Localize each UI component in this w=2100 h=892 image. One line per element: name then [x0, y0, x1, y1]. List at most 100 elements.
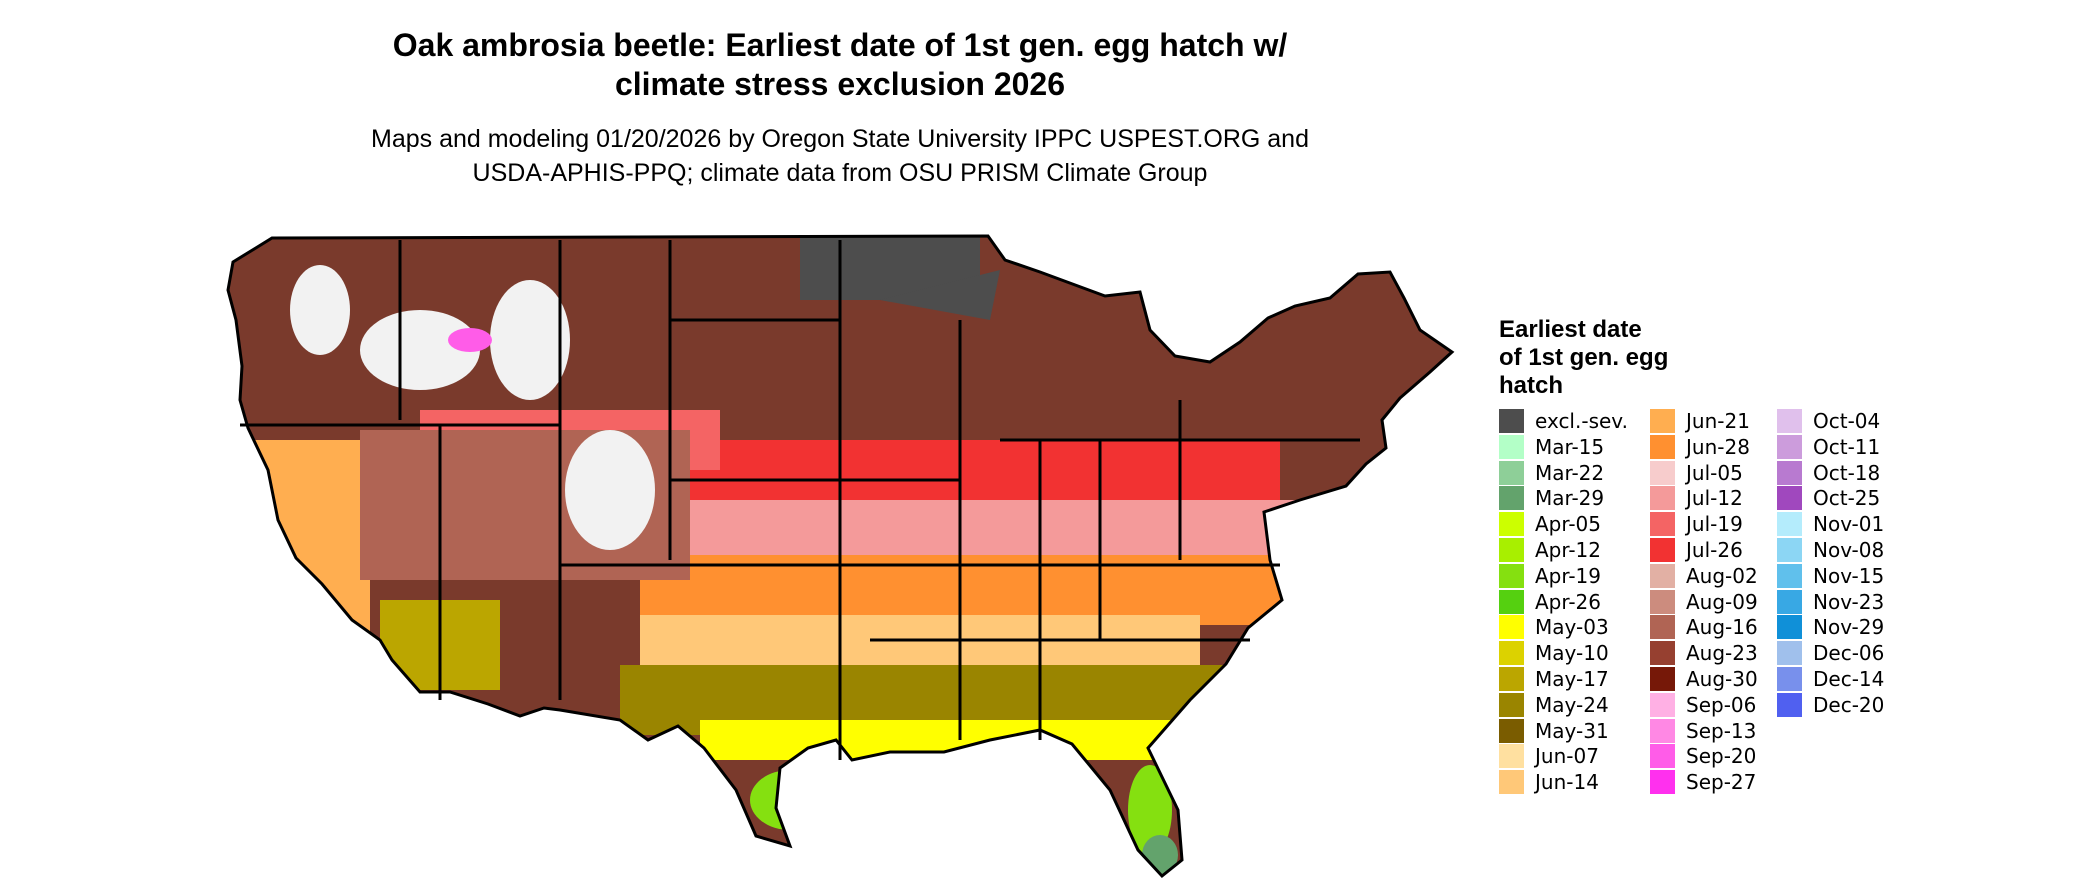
legend-swatch: [1777, 512, 1802, 537]
legend-label: Sep-20: [1686, 744, 1757, 769]
legend-label: Nov-29: [1813, 615, 1885, 640]
legend-swatch: [1499, 434, 1524, 459]
legend-label: Jun-14: [1535, 770, 1599, 795]
region-florida-green: [1128, 765, 1172, 855]
legend-swatch: [1499, 537, 1524, 562]
legend-swatch: [1499, 641, 1524, 666]
legend-label: Dec-06: [1813, 641, 1885, 666]
legend-swatch: [1499, 718, 1524, 743]
legend-label: May-24: [1535, 692, 1609, 717]
legend-label: Jul-12: [1686, 486, 1743, 511]
region-mountain-snow-3: [565, 430, 655, 550]
legend-title: Earliest date of 1st gen. egg hatch: [1499, 316, 1729, 400]
legend-swatch: [1650, 692, 1675, 717]
legend-swatch: [1499, 744, 1524, 769]
legend-label: Apr-26: [1535, 589, 1601, 614]
region-mountain-snow-2: [490, 280, 570, 400]
legend-swatch: [1650, 563, 1675, 588]
legend-label: Jun-28: [1686, 434, 1750, 459]
legend-swatch: [1499, 770, 1524, 795]
legend-label: May-17: [1535, 666, 1609, 691]
legend-label: Sep-13: [1686, 718, 1757, 743]
legend-label: Jul-05: [1686, 460, 1743, 485]
legend-label: Jul-26: [1686, 537, 1743, 562]
legend-label: Aug-16: [1686, 615, 1758, 640]
legend-label: Apr-05: [1535, 512, 1601, 537]
legend-swatch: [1499, 409, 1524, 433]
region-texas-green: [750, 770, 830, 830]
legend-label: Apr-12: [1535, 537, 1601, 562]
legend-swatch: [1777, 434, 1802, 459]
legend-swatch: [1499, 563, 1524, 588]
legend-swatch: [1650, 641, 1675, 666]
region-excluded-north-tail: [880, 270, 1000, 320]
legend-label: Apr-19: [1535, 563, 1601, 588]
legend-label: May-03: [1535, 615, 1609, 640]
legend-label: excl.-sev.: [1535, 409, 1628, 433]
region-band-jul-light: [640, 500, 1300, 560]
subtitle-line-1: Maps and modeling 01/20/2026 by Oregon S…: [371, 125, 1309, 153]
legend-label: Sep-06: [1686, 692, 1757, 717]
legend-label: Nov-01: [1813, 512, 1885, 537]
legend-label: Mar-15: [1535, 434, 1605, 459]
legend-label: Oct-25: [1813, 486, 1881, 511]
legend-label: Nov-08: [1813, 537, 1885, 562]
legend-label: Oct-18: [1813, 460, 1881, 485]
legend-swatch: [1777, 589, 1802, 614]
legend-swatch: [1777, 537, 1802, 562]
region-band-may-early: [700, 720, 1200, 760]
subtitle-line-2: USDA-APHIS-PPQ; climate data from OSU PR…: [472, 159, 1208, 187]
legend-swatch: [1650, 512, 1675, 537]
legend-label: Nov-23: [1813, 589, 1885, 614]
legend-label: Nov-15: [1813, 563, 1885, 588]
state-borders: [226, 234, 1454, 878]
legend-label: Aug-30: [1686, 666, 1758, 691]
legend-label: Mar-22: [1535, 460, 1605, 485]
legend-swatch: [1777, 563, 1802, 588]
legend-swatch: [1650, 615, 1675, 640]
legend-label: Aug-09: [1686, 589, 1758, 614]
legend-swatch: [1499, 666, 1524, 691]
map-title: Oak ambrosia beetle: Earliest date of 1s…: [170, 26, 1510, 104]
legend-label: Oct-04: [1813, 409, 1881, 433]
legend-swatch: [1499, 460, 1524, 485]
title-line-1: Oak ambrosia beetle: Earliest date of 1s…: [392, 27, 1288, 63]
legend-label: Oct-11: [1813, 434, 1881, 459]
region-mountain-snow-1: [360, 310, 480, 390]
legend-swatch: [1499, 692, 1524, 717]
legend-label: Jul-19: [1686, 512, 1743, 537]
legend-swatch: [1650, 409, 1675, 433]
legend-label: Dec-20: [1813, 692, 1885, 717]
legend-label: Jun-21: [1686, 409, 1750, 433]
legend-swatch: [1777, 486, 1802, 511]
legend-swatch: [1777, 409, 1802, 433]
legend-swatch: [1499, 589, 1524, 614]
legend-swatch: [1650, 744, 1675, 769]
legend-label: Sep-27: [1686, 770, 1757, 795]
legend-swatch: [1777, 692, 1802, 717]
region-band-jun: [640, 555, 1320, 625]
legend-swatch: [1499, 512, 1524, 537]
legend-title-line-3: hatch: [1499, 372, 1564, 399]
legend-swatch: [1650, 460, 1675, 485]
legend-swatch: [1499, 615, 1524, 640]
legend-swatch: [1650, 718, 1675, 743]
us-map: [226, 234, 1454, 878]
legend-swatch: [1499, 486, 1524, 511]
region-mountain-pink: [448, 328, 492, 352]
legend-swatch: [1777, 641, 1802, 666]
legend-swatch: [1777, 666, 1802, 691]
legend-label: May-10: [1535, 641, 1609, 666]
legend-title-line-1: Earliest date: [1499, 316, 1642, 343]
legend-label: Dec-14: [1813, 666, 1885, 691]
region-mountain-snow-4: [290, 265, 350, 355]
legend-swatch: [1650, 486, 1675, 511]
legend-swatch: [1650, 537, 1675, 562]
legend-label: Aug-23: [1686, 641, 1758, 666]
legend-title-line-2: of 1st gen. egg: [1499, 344, 1669, 371]
legend-swatch: [1650, 434, 1675, 459]
map-subtitle: Maps and modeling 01/20/2026 by Oregon S…: [170, 122, 1510, 190]
legend-swatch: [1777, 615, 1802, 640]
region-west-orange: [230, 440, 370, 670]
legend-label: Jun-07: [1535, 744, 1599, 769]
